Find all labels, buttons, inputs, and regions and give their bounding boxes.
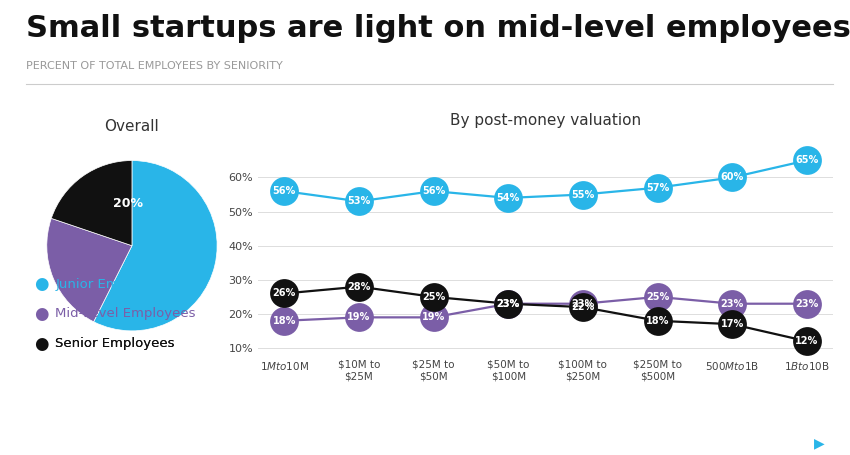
Text: 56%: 56%	[273, 186, 296, 196]
Text: 57%: 57%	[646, 183, 669, 192]
Point	[576, 300, 590, 308]
Text: 23%: 23%	[721, 299, 744, 308]
Text: Junior Employees: Junior Employees	[55, 278, 171, 291]
Text: 19%: 19%	[422, 313, 445, 322]
Text: 58%: 58%	[150, 235, 179, 248]
Text: 20%: 20%	[113, 197, 143, 210]
Text: 28%: 28%	[347, 282, 371, 292]
Text: 19%: 19%	[348, 313, 371, 322]
Title: By post-money valuation: By post-money valuation	[450, 113, 641, 128]
Text: 26%: 26%	[273, 288, 296, 298]
Point	[502, 300, 515, 308]
Text: 25%: 25%	[646, 292, 669, 302]
Point	[651, 317, 665, 324]
Text: 23%: 23%	[571, 299, 594, 308]
Text: ▶: ▶	[813, 436, 824, 450]
Point	[725, 300, 739, 308]
Point	[277, 187, 291, 195]
Title: Overall: Overall	[105, 119, 159, 134]
Text: 23%: 23%	[496, 299, 520, 308]
Text: ●: ●	[34, 275, 48, 293]
Point	[427, 314, 440, 321]
Point	[800, 157, 813, 164]
Text: 23%: 23%	[75, 248, 105, 261]
Wedge shape	[94, 161, 217, 331]
Text: Senior Employees: Senior Employees	[55, 337, 175, 350]
Point	[277, 290, 291, 297]
Point	[725, 320, 739, 328]
Wedge shape	[51, 161, 132, 246]
Text: Senior Employees: Senior Employees	[55, 337, 175, 350]
Text: PERCENT OF TOTAL EMPLOYEES BY SENIORITY: PERCENT OF TOTAL EMPLOYEES BY SENIORITY	[26, 61, 282, 71]
Text: 56%: 56%	[422, 186, 445, 196]
Point	[800, 338, 813, 345]
Text: 23%: 23%	[796, 299, 819, 308]
Point	[576, 303, 590, 311]
Text: 53%: 53%	[348, 197, 371, 206]
Text: 60%: 60%	[721, 172, 744, 182]
Text: 18%: 18%	[646, 316, 669, 326]
Point	[352, 314, 366, 321]
Text: ●: ●	[34, 305, 48, 323]
Text: 55%: 55%	[571, 190, 594, 199]
Text: 54%: 54%	[496, 193, 520, 203]
Text: 22%: 22%	[571, 302, 594, 312]
Text: Mid-Level Employees: Mid-Level Employees	[55, 308, 196, 320]
Text: 23%: 23%	[496, 299, 520, 308]
Point	[576, 191, 590, 198]
Text: 18%: 18%	[273, 316, 296, 326]
Point	[427, 293, 440, 300]
Text: ●: ●	[34, 334, 48, 353]
Point	[800, 300, 813, 308]
Text: 17%: 17%	[721, 319, 744, 329]
Point	[427, 187, 440, 195]
Text: 25%: 25%	[422, 292, 445, 302]
Wedge shape	[47, 218, 132, 322]
Point	[502, 194, 515, 202]
Text: 65%: 65%	[796, 156, 819, 165]
Point	[651, 293, 665, 300]
Point	[352, 197, 366, 205]
Point	[277, 317, 291, 324]
Text: 12%: 12%	[796, 336, 819, 346]
Point	[352, 283, 366, 290]
Point	[502, 300, 515, 308]
Text: Small startups are light on mid-level employees: Small startups are light on mid-level em…	[26, 14, 850, 43]
Point	[725, 174, 739, 181]
Point	[651, 184, 665, 191]
